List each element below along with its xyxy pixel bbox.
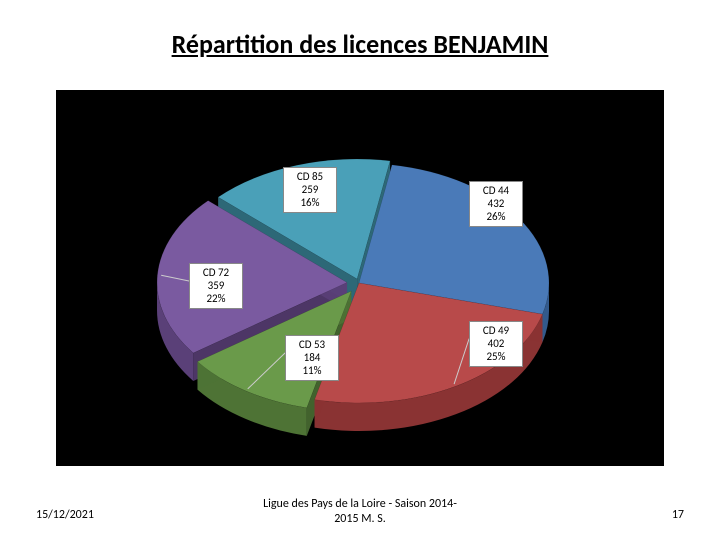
slice-label: CD 7235922% xyxy=(189,263,243,309)
slice-label: CD 4940225% xyxy=(469,321,523,367)
pie-chart-svg xyxy=(69,103,651,455)
footer-line1: Ligue des Pays de la Loire - Saison 2014… xyxy=(263,497,457,511)
slice-name: CD 53 xyxy=(292,338,332,351)
slice-value: 184 xyxy=(292,351,332,364)
slice-name: CD 85 xyxy=(290,170,330,183)
slice-name: CD 44 xyxy=(476,184,516,197)
slice-value: 402 xyxy=(476,337,516,350)
slice-label: CD 8525916% xyxy=(283,167,337,213)
footer-date: 15/12/2021 xyxy=(36,508,94,522)
slice-percent: 26% xyxy=(476,210,516,223)
footer-line2: 2015 M. S. xyxy=(263,512,457,526)
footer-center: Ligue des Pays de la Loire - Saison 2014… xyxy=(263,497,457,526)
slice-value: 359 xyxy=(196,279,236,292)
slice-label: CD 4443226% xyxy=(469,181,523,227)
slice-value: 259 xyxy=(290,183,330,196)
slice-label: CD 5318411% xyxy=(285,335,339,381)
slice-percent: 11% xyxy=(292,364,332,377)
slice-name: CD 49 xyxy=(476,324,516,337)
pie-chart-canvas: CD 4443226% CD 4940225% CD 5318411% CD 7235… xyxy=(69,103,651,453)
slice-percent: 25% xyxy=(476,350,516,363)
page-title: Répartition des licences BENJAMIN xyxy=(0,28,720,60)
slice-name: CD 72 xyxy=(196,266,236,279)
pie-chart-frame: CD 4443226% CD 4940225% CD 5318411% CD 7235… xyxy=(56,90,664,466)
slice-value: 432 xyxy=(476,197,516,210)
slice-percent: 16% xyxy=(290,196,330,209)
slice-percent: 22% xyxy=(196,292,236,305)
footer-page-number: 17 xyxy=(672,508,684,522)
